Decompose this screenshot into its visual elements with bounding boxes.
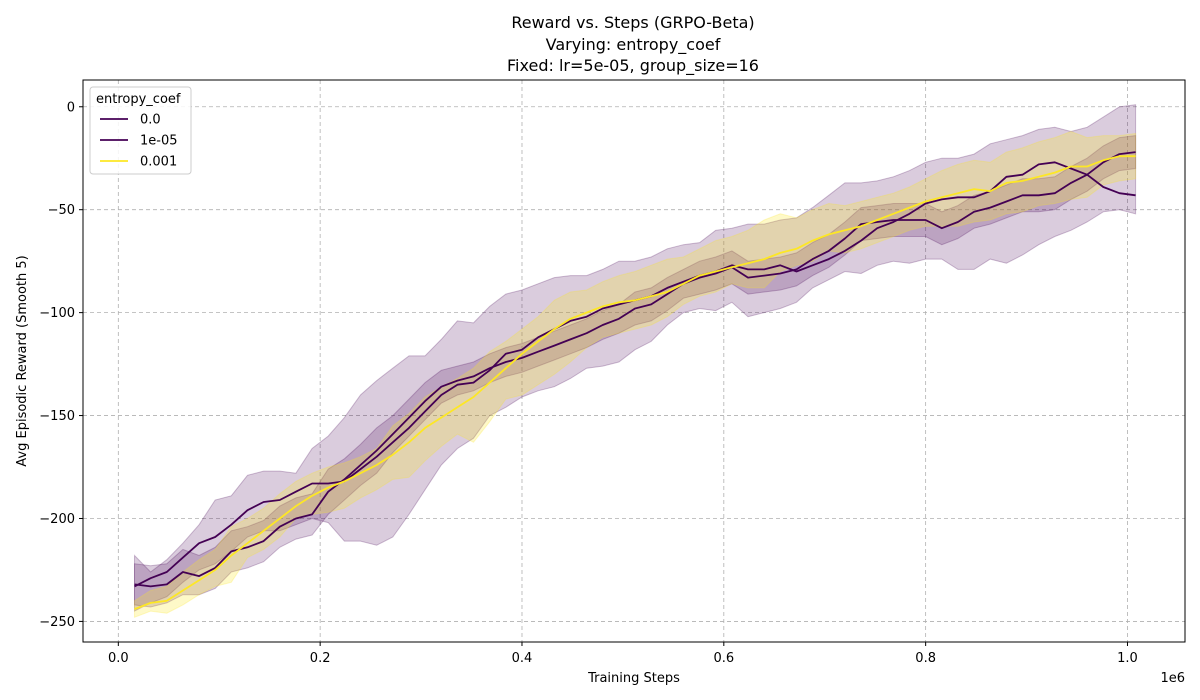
x-axis-label: Training Steps (587, 671, 680, 686)
confidence-bands (134, 104, 1137, 619)
title-line-3: Fixed: lr=5e-05, group_size=16 (507, 56, 759, 76)
legend-entry-label: 1e-05 (140, 134, 178, 149)
legend: entropy_coef 0.0 1e-05 0.001 (89, 86, 192, 175)
y-tick-label: 0 (67, 100, 75, 115)
y-tick-label: −200 (39, 512, 75, 527)
legend-box (89, 86, 192, 175)
band-1e-05 (134, 104, 1137, 612)
x-tick-label: 0.0 (108, 651, 129, 666)
band-0.0 (134, 135, 1137, 608)
x-tick-label: 0.4 (512, 651, 533, 666)
x-tick-label: 1.0 (1117, 651, 1138, 666)
legend-entry-label: 0.0 (140, 113, 161, 128)
axis-ticks: 0.0 0.2 0.4 0.6 0.8 1.0 0 −50 −100 −150 −200 −250 (39, 100, 1138, 666)
y-axis-label: Avg Episodic Reward (Smooth 5) (15, 255, 30, 466)
chart-title: Reward vs. Steps (GRPO-Beta) Varying: en… (507, 13, 759, 76)
series-lines (134, 151, 1136, 610)
y-tick-label: −250 (39, 615, 75, 630)
title-line-2: Varying: entropy_coef (546, 35, 721, 55)
y-tick-label: −100 (39, 306, 75, 321)
line-0.0 (134, 151, 1136, 588)
band-0.001 (134, 130, 1137, 619)
legend-entry-label: 0.001 (140, 155, 177, 170)
x-offset-label: 1e6 (1160, 671, 1185, 686)
plot-area-frame (82, 79, 1186, 643)
line-0.001 (134, 155, 1136, 610)
y-tick-label: −150 (39, 409, 75, 424)
legend-title: entropy_coef (96, 92, 181, 107)
x-tick-label: 0.6 (713, 651, 734, 666)
x-tick-label: 0.2 (310, 651, 331, 666)
x-tick-label: 0.8 (915, 651, 936, 666)
title-line-1: Reward vs. Steps (GRPO-Beta) (511, 13, 754, 32)
y-tick-label: −50 (48, 203, 75, 218)
grid (83, 80, 1185, 642)
